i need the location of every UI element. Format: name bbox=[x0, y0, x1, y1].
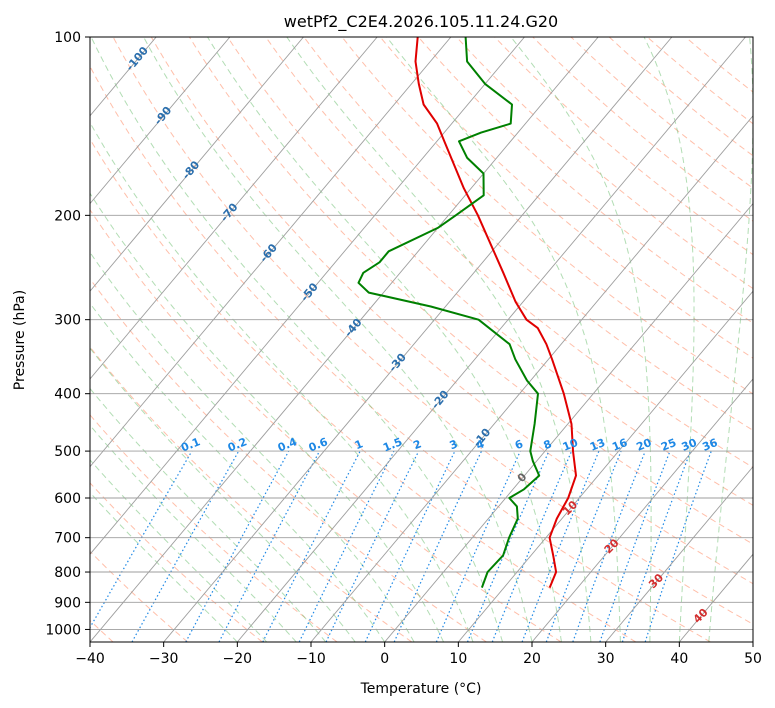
moist-adiabat bbox=[90, 121, 474, 642]
x-tick-label: 10 bbox=[449, 651, 467, 667]
chart-title: wetPf2_C2E4.2026.105.11.24.G20 bbox=[284, 12, 558, 32]
temperature-profile bbox=[414, 37, 577, 588]
isotherm bbox=[310, 115, 753, 642]
mixing-ratio-line bbox=[185, 450, 290, 642]
isotherm bbox=[457, 290, 753, 642]
isotherm bbox=[752, 641, 753, 642]
isotherm bbox=[90, 37, 525, 555]
moist-adiabat bbox=[143, 37, 533, 642]
moist-adiabat bbox=[510, 37, 652, 642]
y-tick-label: 900 bbox=[54, 595, 81, 611]
mixing-ratio-line bbox=[644, 450, 712, 642]
mixing-ratio-label: 2 bbox=[411, 437, 423, 452]
dry-adiabat bbox=[150, 37, 753, 585]
mixing-ratio-line bbox=[466, 450, 550, 642]
mixing-ratio-line bbox=[621, 450, 692, 642]
y-axis-title: Pressure (hPa) bbox=[12, 290, 28, 390]
isotherm bbox=[90, 37, 599, 642]
dry-adiabat bbox=[90, 277, 487, 642]
dry-adiabat bbox=[90, 65, 711, 642]
isotherm bbox=[384, 202, 753, 642]
moist-adiabat bbox=[90, 387, 327, 642]
moist-adiabat bbox=[90, 347, 356, 642]
y-tick-label: 500 bbox=[54, 444, 81, 460]
mixing-ratio-label: 30 bbox=[680, 436, 699, 454]
moist-adiabat bbox=[90, 192, 445, 642]
mixing-ratio-line bbox=[325, 450, 420, 642]
dry-adiabat bbox=[90, 346, 413, 642]
x-tick-label: −20 bbox=[223, 651, 253, 667]
y-tick-label: 200 bbox=[54, 208, 81, 224]
dry-adiabat bbox=[227, 37, 753, 506]
dry-adiabat bbox=[303, 37, 753, 431]
mixing-ratio-label: 25 bbox=[659, 436, 678, 454]
x-tick-label: 40 bbox=[670, 651, 688, 667]
moist-adiabat bbox=[207, 37, 562, 642]
isotherm bbox=[163, 37, 673, 642]
y-tick-label: 700 bbox=[54, 531, 81, 547]
moist-adiabat bbox=[386, 37, 621, 642]
moist-adiabat bbox=[643, 37, 695, 642]
y-tick-label: 100 bbox=[54, 30, 81, 46]
y-tick-label: 400 bbox=[54, 387, 81, 403]
mixing-ratio-label: 20 bbox=[634, 436, 653, 454]
mixing-ratio-label: 16 bbox=[610, 436, 629, 454]
x-tick-label: −40 bbox=[75, 651, 105, 667]
isotherm bbox=[531, 378, 753, 642]
mixing-ratio-line bbox=[599, 450, 671, 642]
mixing-ratio-label: 8 bbox=[542, 437, 554, 452]
moist-adiabat bbox=[286, 37, 592, 642]
moist-adiabat bbox=[90, 302, 386, 642]
pressure-grid bbox=[90, 37, 753, 630]
mixing-ratio-label: 3 bbox=[448, 437, 460, 452]
dry-adiabat bbox=[379, 37, 753, 359]
profiles bbox=[357, 37, 577, 588]
x-tick-label: 50 bbox=[744, 651, 762, 667]
mixing-ratio-line bbox=[298, 450, 395, 642]
x-tick-label: 0 bbox=[380, 651, 389, 667]
isotherm bbox=[90, 37, 452, 468]
dewpoint-profile bbox=[357, 37, 541, 588]
y-tick-label: 800 bbox=[54, 565, 81, 581]
y-tick-label: 600 bbox=[54, 491, 81, 507]
dry-adiabat bbox=[532, 37, 753, 222]
dry-adiabat bbox=[341, 37, 753, 395]
moist-adiabat bbox=[708, 37, 753, 642]
x-axis-title: Temperature (°C) bbox=[360, 681, 482, 697]
isotherm bbox=[605, 465, 753, 642]
axes: −40 −30 −20 −10 0 10 20 30 40 50 100 200 300 400 500 60… bbox=[45, 30, 762, 667]
background-lines bbox=[0, 37, 753, 642]
mixing-ratio-label: 13 bbox=[588, 436, 607, 454]
dry-adiabat bbox=[570, 37, 753, 189]
isotherm bbox=[236, 37, 746, 642]
x-tick-label: 30 bbox=[597, 651, 615, 667]
mixing-ratio-line bbox=[491, 450, 573, 642]
x-tick-label: −10 bbox=[296, 651, 326, 667]
mixing-ratio-line bbox=[364, 450, 456, 642]
dry-adiabat bbox=[188, 37, 753, 545]
x-tick-label: 20 bbox=[523, 651, 541, 667]
y-tick-label: 300 bbox=[54, 313, 81, 329]
mixing-ratio-label: 10 bbox=[561, 436, 580, 454]
moist-adiabat bbox=[90, 251, 415, 642]
mixing-ratio-label: 1 bbox=[353, 437, 365, 452]
dry-adiabat bbox=[90, 482, 263, 642]
moist-adiabat bbox=[90, 37, 503, 642]
isotherm bbox=[90, 37, 231, 205]
dry-adiabat bbox=[90, 138, 637, 642]
dry-adiabat bbox=[112, 37, 753, 625]
y-tick-label: 1000 bbox=[45, 622, 81, 638]
x-tick-label: −30 bbox=[149, 651, 179, 667]
plot-background bbox=[90, 37, 753, 642]
mixing-ratio-line bbox=[90, 450, 193, 629]
mixing-ratio-label: 36 bbox=[700, 436, 719, 454]
isotherm bbox=[90, 37, 304, 292]
plot-frame bbox=[89, 36, 754, 643]
isotherm bbox=[90, 37, 378, 380]
isotherm bbox=[0, 37, 9, 642]
dry-adiabat bbox=[494, 37, 753, 256]
mixing-ratio-line bbox=[131, 450, 240, 642]
mixing-ratio-line bbox=[393, 450, 483, 642]
